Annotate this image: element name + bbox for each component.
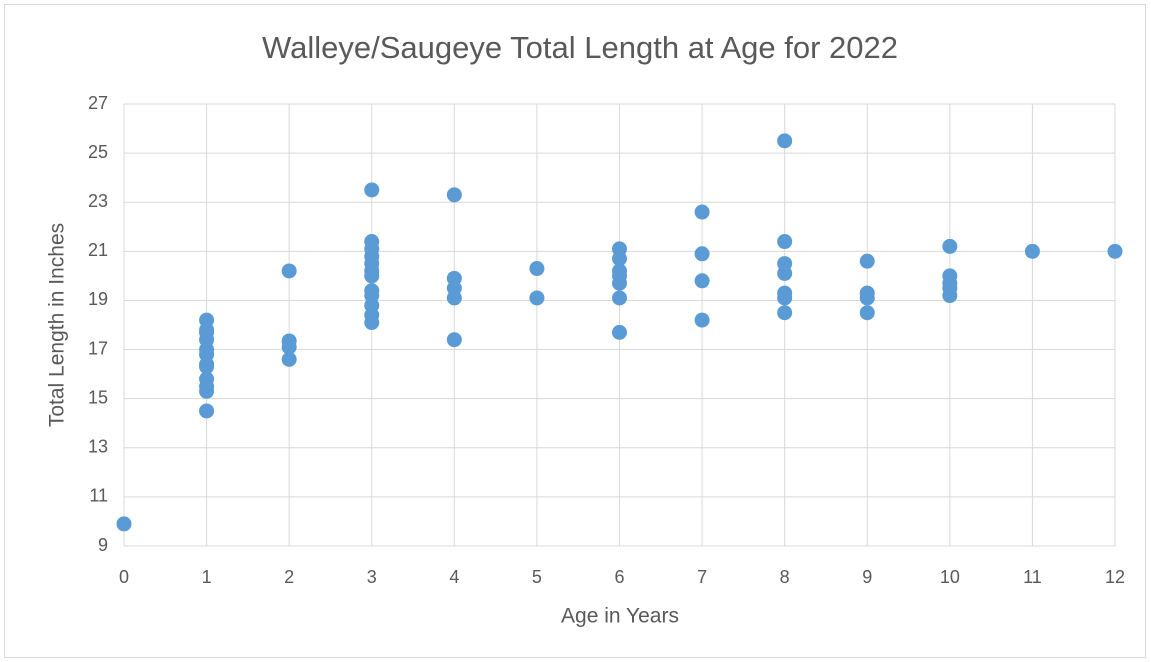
point [777, 234, 793, 250]
y-tick-label: 27 [88, 93, 108, 113]
point [694, 246, 710, 262]
x-tick-label: 8 [780, 567, 790, 587]
point [446, 290, 462, 306]
x-tick-label: 1 [202, 567, 212, 587]
x-tick-label: 7 [697, 567, 707, 587]
point [694, 204, 710, 220]
point [199, 403, 215, 419]
y-tick-label: 9 [98, 535, 108, 555]
point [446, 187, 462, 203]
point [859, 290, 875, 306]
point [199, 383, 215, 399]
point [942, 238, 958, 254]
x-tick-label: 3 [367, 567, 377, 587]
y-tick-label: 21 [88, 240, 108, 260]
point [612, 290, 627, 306]
x-tick-label: 5 [532, 567, 542, 587]
x-tick-label: 0 [119, 567, 129, 587]
point [364, 268, 380, 284]
point [1024, 243, 1040, 259]
point [364, 315, 380, 331]
x-tick-label: 4 [449, 567, 459, 587]
y-axis-label: Total Length in Inches [46, 223, 69, 427]
y-tick-label: 23 [88, 191, 108, 211]
x-tick-label: 6 [614, 567, 624, 587]
point [777, 290, 793, 306]
point [364, 182, 380, 198]
y-tick-label: 15 [88, 387, 108, 407]
point [859, 305, 875, 321]
y-tick-label: 25 [88, 142, 108, 162]
point [777, 133, 793, 149]
x-tick-label: 9 [862, 567, 872, 587]
x-tick-label: 12 [1105, 567, 1125, 587]
x-tick-label: 10 [940, 567, 960, 587]
point [777, 305, 793, 321]
x-tick-label: 11 [1023, 567, 1042, 587]
point [942, 288, 958, 304]
point [529, 290, 545, 306]
point [529, 261, 545, 277]
point [199, 359, 215, 375]
x-tick-label: 2 [284, 567, 294, 587]
y-tick-label: 19 [88, 289, 108, 309]
point [612, 275, 627, 291]
point [1107, 243, 1123, 259]
y-tick-label: 17 [88, 338, 108, 358]
point [281, 351, 297, 367]
point [777, 265, 793, 281]
point [859, 253, 875, 269]
point [694, 273, 710, 289]
point [446, 332, 462, 348]
y-tick-label: 11 [89, 486, 108, 506]
point [281, 339, 297, 355]
x-axis-label: Age in Years [561, 605, 679, 628]
point [116, 516, 132, 532]
point [612, 324, 627, 340]
y-tick-label: 13 [88, 437, 108, 457]
point [612, 251, 627, 267]
point [281, 263, 297, 279]
chart-title: Walleye/Saugeye Total Length at Age for … [262, 30, 898, 65]
chart-border [4, 4, 1146, 658]
point [694, 312, 710, 328]
